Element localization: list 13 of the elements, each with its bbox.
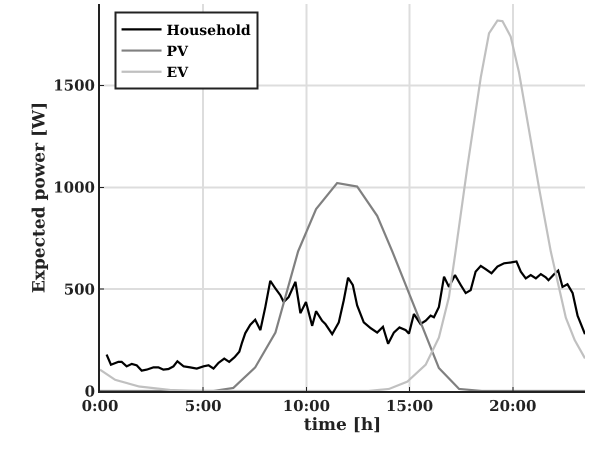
legend-label: Household (166, 22, 251, 39)
legend-label: EV (166, 65, 190, 82)
y-tick-label: 500 (64, 280, 95, 298)
y-axis-title: Expected power [W] (29, 102, 50, 294)
line-series (106, 260, 585, 372)
x-tick-label: 5:00 (184, 397, 222, 415)
x-tick-label: 10:00 (282, 397, 330, 415)
x-tick-label: 15:00 (386, 397, 434, 415)
y-tick-label: 1000 (53, 178, 95, 197)
x-axis-title: time [h] (304, 415, 382, 435)
y-tick-label: 1500 (53, 76, 95, 95)
x-tick-label: 20:00 (489, 397, 536, 415)
legend-label: PV (166, 44, 190, 60)
